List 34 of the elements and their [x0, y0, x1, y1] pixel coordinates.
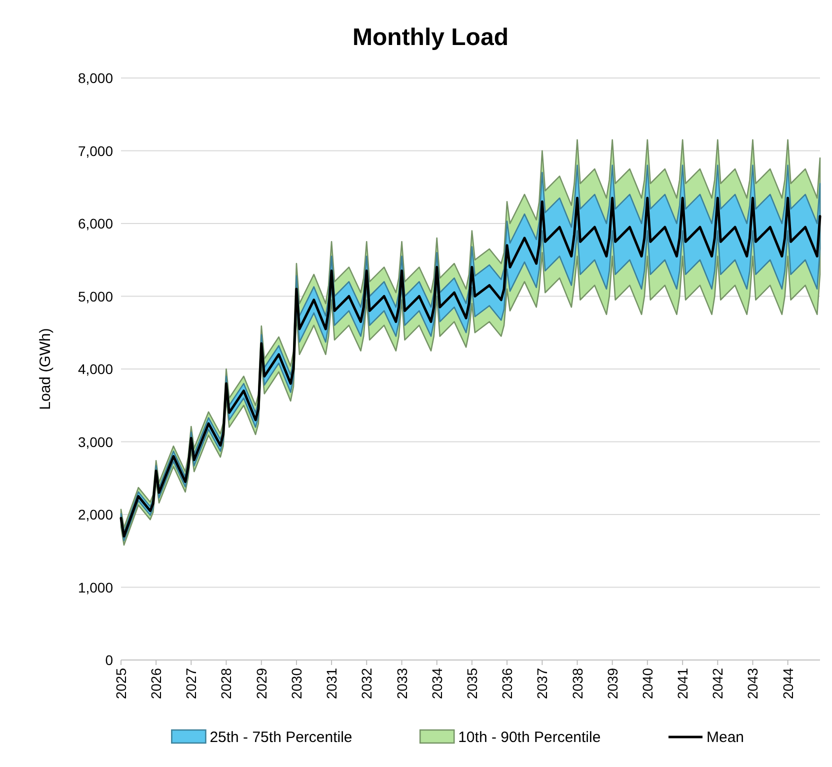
x-tick-label: 2038: [569, 668, 586, 700]
x-tick-label: 2028: [218, 668, 234, 700]
y-tick-label: 8,000: [78, 70, 114, 86]
x-tick-label: 2029: [253, 668, 270, 700]
x-tick-label: 2032: [358, 668, 375, 700]
x-tick-label: 2026: [148, 668, 164, 700]
y-tick-label: 7,000: [78, 142, 114, 159]
y-tick-label: 6,000: [78, 216, 114, 232]
x-tick-label: 2027: [183, 668, 200, 700]
y-tick-label: 2,000: [78, 506, 114, 522]
x-tick-label: 2039: [604, 668, 620, 700]
y-tick-label: 1,000: [78, 579, 114, 596]
x-tick-label: 2040: [639, 668, 656, 700]
y-tick-label: 5,000: [78, 288, 114, 304]
y-axis-title: Load (GWh): [37, 328, 54, 410]
x-tick-label: 2034: [428, 668, 445, 700]
legend-label: 10th - 90th Percentile: [458, 729, 601, 746]
x-tick-label: 2044: [780, 668, 796, 700]
y-tick-label: 0: [105, 652, 114, 668]
y-tick-label: 3,000: [78, 434, 114, 450]
x-tick-label: 2031: [324, 668, 340, 700]
x-tick-label: 2042: [710, 668, 726, 700]
x-tick-label: 2043: [744, 668, 761, 700]
x-tick-label: 2030: [288, 668, 304, 700]
chart-title: Monthly Load: [352, 24, 508, 51]
x-tick-label: 2035: [464, 668, 480, 700]
x-tick-label: 2041: [674, 668, 691, 700]
x-tick-label: 2033: [394, 668, 410, 700]
legend-label: 25th - 75th Percentile: [210, 729, 352, 746]
x-tick-label: 2025: [113, 668, 129, 700]
legend-label: Mean: [706, 729, 744, 746]
y-tick-label: 4,000: [78, 361, 114, 377]
x-tick-label: 2036: [499, 668, 516, 700]
x-tick-label: 2037: [534, 668, 550, 700]
